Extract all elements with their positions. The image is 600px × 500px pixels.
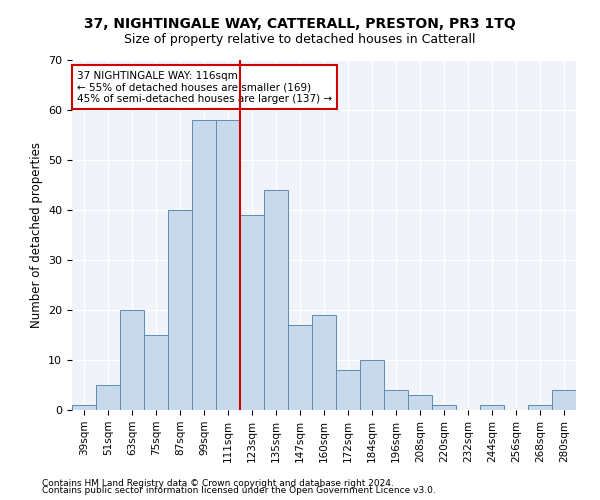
Bar [528,405,552,410]
Bar [552,390,576,410]
Bar [96,385,120,410]
Text: Contains public sector information licensed under the Open Government Licence v3: Contains public sector information licen… [42,486,436,495]
Bar [192,120,216,410]
Text: 37, NIGHTINGALE WAY, CATTERALL, PRESTON, PR3 1TQ: 37, NIGHTINGALE WAY, CATTERALL, PRESTON,… [84,18,516,32]
Bar [432,405,456,410]
Bar [336,370,360,410]
Bar [360,360,384,410]
Bar [312,315,336,410]
Bar [264,190,288,410]
Bar [168,210,192,410]
Bar [240,215,264,410]
Bar [216,120,240,410]
Bar [72,405,96,410]
Bar [480,405,504,410]
Text: 37 NIGHTINGALE WAY: 116sqm
← 55% of detached houses are smaller (169)
45% of sem: 37 NIGHTINGALE WAY: 116sqm ← 55% of deta… [77,70,332,104]
Bar [120,310,144,410]
Text: Contains HM Land Registry data © Crown copyright and database right 2024.: Contains HM Land Registry data © Crown c… [42,478,394,488]
Bar [408,395,432,410]
Bar [288,325,312,410]
Y-axis label: Number of detached properties: Number of detached properties [29,142,43,328]
Bar [144,335,168,410]
Bar [384,390,408,410]
Text: Size of property relative to detached houses in Catterall: Size of property relative to detached ho… [124,32,476,46]
